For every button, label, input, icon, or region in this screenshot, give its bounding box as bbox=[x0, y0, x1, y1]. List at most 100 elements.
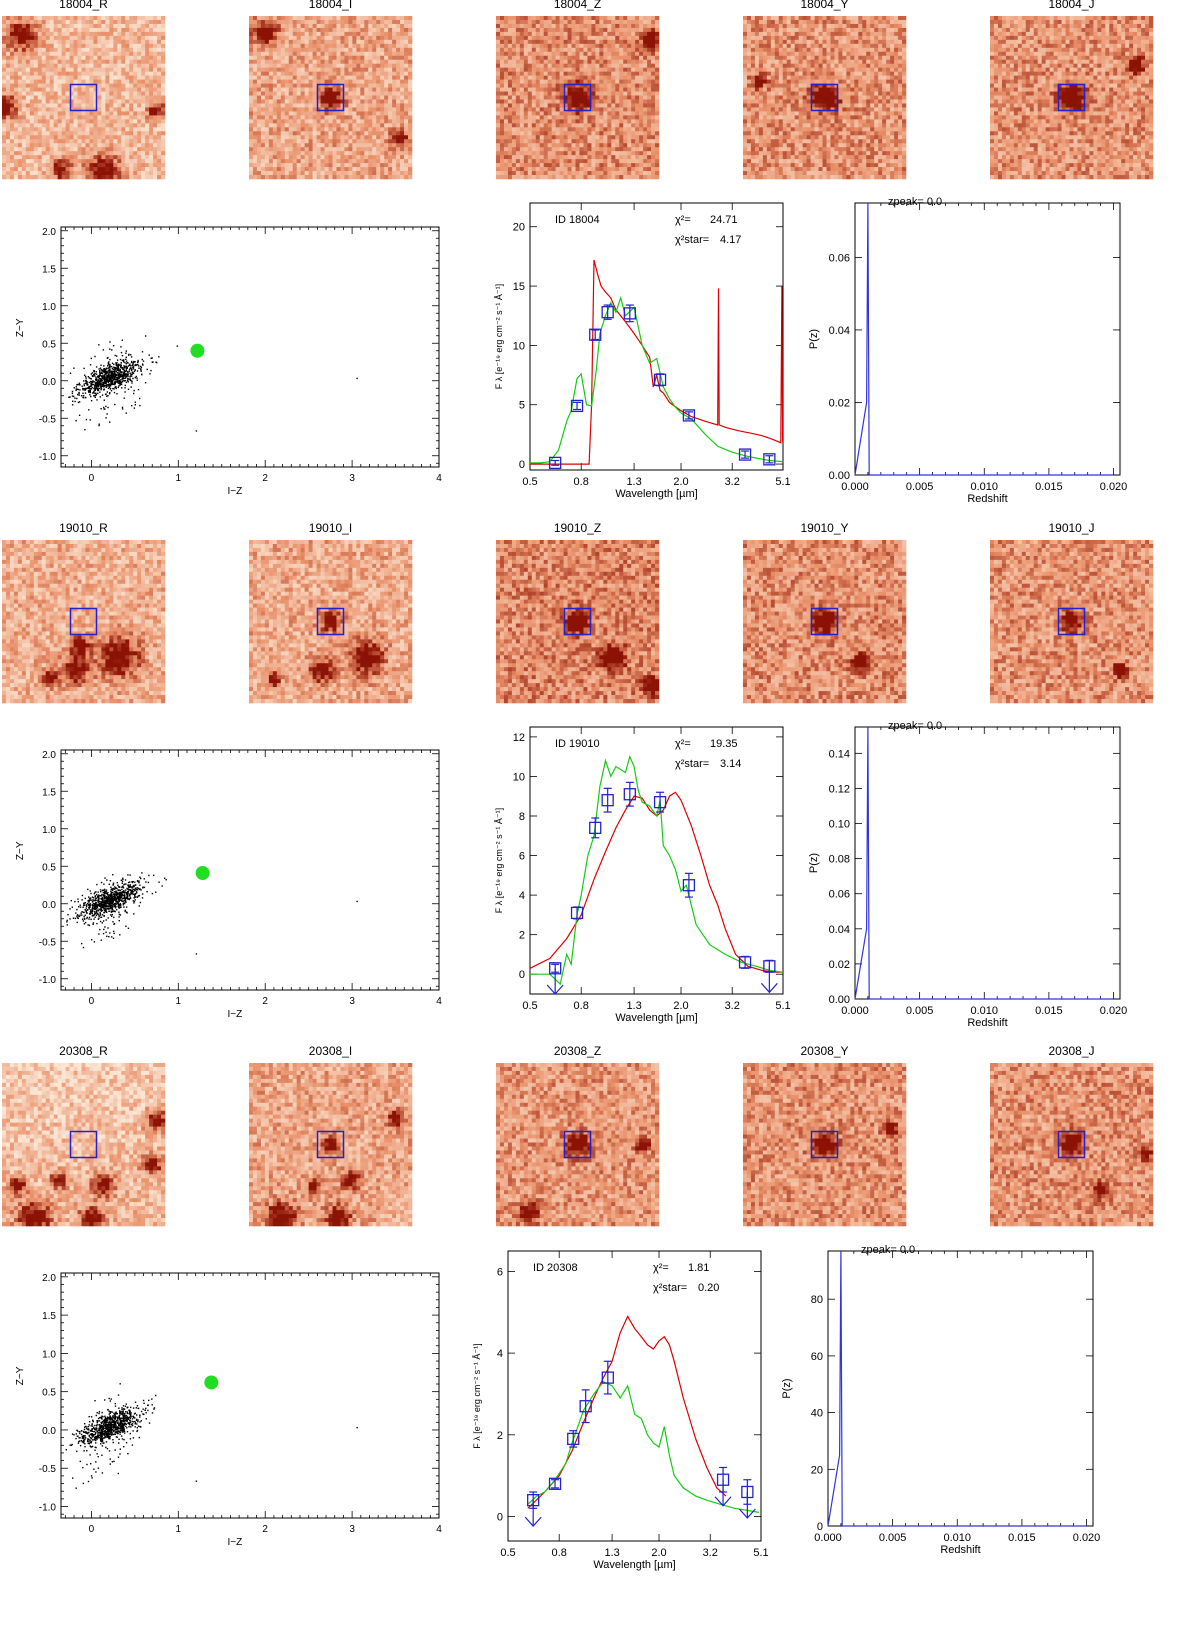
stamp-pixel bbox=[17, 71, 23, 76]
stamp-pixel bbox=[125, 39, 130, 45]
stamp-pixel bbox=[344, 163, 349, 168]
stamp-pixel bbox=[105, 99, 110, 104]
stamp-pixel bbox=[93, 91, 98, 96]
stamp-pixel bbox=[599, 131, 604, 136]
stamp-pixel bbox=[639, 27, 644, 33]
stamp-pixel bbox=[408, 31, 413, 37]
stamp-pixel bbox=[89, 71, 94, 76]
stamp-pixel bbox=[37, 163, 43, 168]
stamp-pixel bbox=[145, 55, 150, 61]
stamp-pixel bbox=[5, 91, 11, 96]
stamp-pixel bbox=[611, 16, 616, 21]
stamp-pixel bbox=[324, 155, 329, 160]
stamp-pixel bbox=[105, 71, 110, 76]
stamp-pixel bbox=[49, 99, 54, 104]
stamp-pixel bbox=[647, 127, 652, 132]
stamp-pixel bbox=[53, 35, 58, 41]
stamp-pixel bbox=[141, 27, 146, 33]
stamp-pixel bbox=[61, 39, 66, 45]
stamp-pixel bbox=[603, 131, 608, 136]
stamp-pixel bbox=[396, 16, 401, 21]
stamp-pixel bbox=[376, 43, 381, 49]
stamp-pixel bbox=[523, 47, 529, 53]
stamp-pixel bbox=[372, 16, 377, 21]
stamp-pixel bbox=[252, 99, 258, 104]
stamp-pixel bbox=[639, 87, 644, 92]
stamp-pixel bbox=[117, 135, 122, 140]
stamp-pixel bbox=[304, 83, 309, 88]
stamp-pixel bbox=[145, 19, 150, 25]
stamp-pixel bbox=[511, 55, 517, 61]
stamp-pixel bbox=[125, 131, 130, 136]
stamp-pixel bbox=[57, 47, 62, 53]
stamp-pixel bbox=[316, 131, 321, 136]
stamp-pixel bbox=[101, 79, 106, 84]
stamp-pixel bbox=[655, 91, 660, 96]
stamp-pixel bbox=[296, 43, 301, 49]
stamp-pixel bbox=[296, 115, 301, 120]
stamp-pixel bbox=[635, 71, 640, 76]
stamp-pixel bbox=[300, 79, 305, 84]
stamp-pixel bbox=[623, 123, 628, 128]
stamp-pixel bbox=[272, 67, 278, 72]
stamp-pixel bbox=[507, 23, 513, 29]
stamp-pixel bbox=[599, 23, 604, 29]
stamp-pixel bbox=[372, 91, 377, 96]
stamp-pixel bbox=[496, 163, 501, 168]
stamp-pixel bbox=[611, 135, 616, 140]
stamp-pixel bbox=[360, 39, 365, 45]
stamp-pixel bbox=[567, 99, 572, 104]
stamp-pixel bbox=[141, 119, 146, 124]
stamp-pixel bbox=[121, 67, 126, 72]
stamp-pixel bbox=[635, 115, 640, 120]
stamp-pixel bbox=[41, 16, 47, 21]
stamp-pixel bbox=[551, 159, 556, 164]
stamp-pixel bbox=[272, 91, 278, 96]
stamp-pixel bbox=[33, 23, 39, 29]
stamp-pixel bbox=[404, 143, 409, 148]
stamp-pixel bbox=[121, 147, 126, 152]
stamp-pixel bbox=[145, 59, 150, 65]
stamp-pixel bbox=[380, 47, 385, 53]
stamp-pixel bbox=[312, 123, 317, 128]
stamp-pixel bbox=[591, 71, 596, 76]
stamp-pixel bbox=[496, 55, 501, 61]
stamp-pixel bbox=[21, 79, 27, 84]
stamp-pixel bbox=[161, 147, 166, 152]
stamp-pixel bbox=[372, 111, 377, 116]
stamp-pixel bbox=[13, 39, 19, 45]
stamp-pixel bbox=[292, 171, 298, 176]
stamp-pixel bbox=[13, 159, 19, 164]
stamp-pixel bbox=[37, 47, 43, 53]
stamp-pixel bbox=[324, 99, 329, 104]
stamp-pixel bbox=[73, 147, 78, 152]
stamp-pixel bbox=[503, 139, 509, 144]
stamp-pixel bbox=[101, 151, 106, 156]
stamp-pixel bbox=[563, 63, 568, 68]
stamp-pixel bbox=[280, 16, 286, 21]
stamp-pixel bbox=[639, 35, 644, 41]
stamp-pixel bbox=[29, 119, 35, 124]
stamp-pixel bbox=[21, 23, 27, 29]
stamp-pixel bbox=[157, 19, 162, 25]
stamp-pixel bbox=[21, 47, 27, 53]
stamp-pixel bbox=[272, 111, 278, 116]
stamp-pixel bbox=[551, 55, 556, 61]
stamp-pixel bbox=[555, 151, 560, 156]
stamp-pixel bbox=[97, 55, 102, 61]
stamp-pixel bbox=[380, 43, 385, 49]
stamp-pixel bbox=[328, 127, 333, 132]
stamp-pixel bbox=[5, 163, 11, 168]
stamp-pixel bbox=[53, 47, 58, 53]
stamp-pixel bbox=[268, 31, 274, 37]
stamp-pixel bbox=[356, 67, 361, 72]
stamp-pixel bbox=[515, 131, 521, 136]
stamp-pixel bbox=[651, 47, 656, 53]
stamp-pixel bbox=[352, 123, 357, 128]
stamp-pixel bbox=[272, 35, 278, 41]
stamp-pixel bbox=[364, 16, 369, 21]
stamp-pixel bbox=[312, 91, 317, 96]
stamp-pixel bbox=[543, 119, 548, 124]
stamp-pixel bbox=[543, 31, 548, 37]
stamp-pixel bbox=[631, 95, 636, 100]
